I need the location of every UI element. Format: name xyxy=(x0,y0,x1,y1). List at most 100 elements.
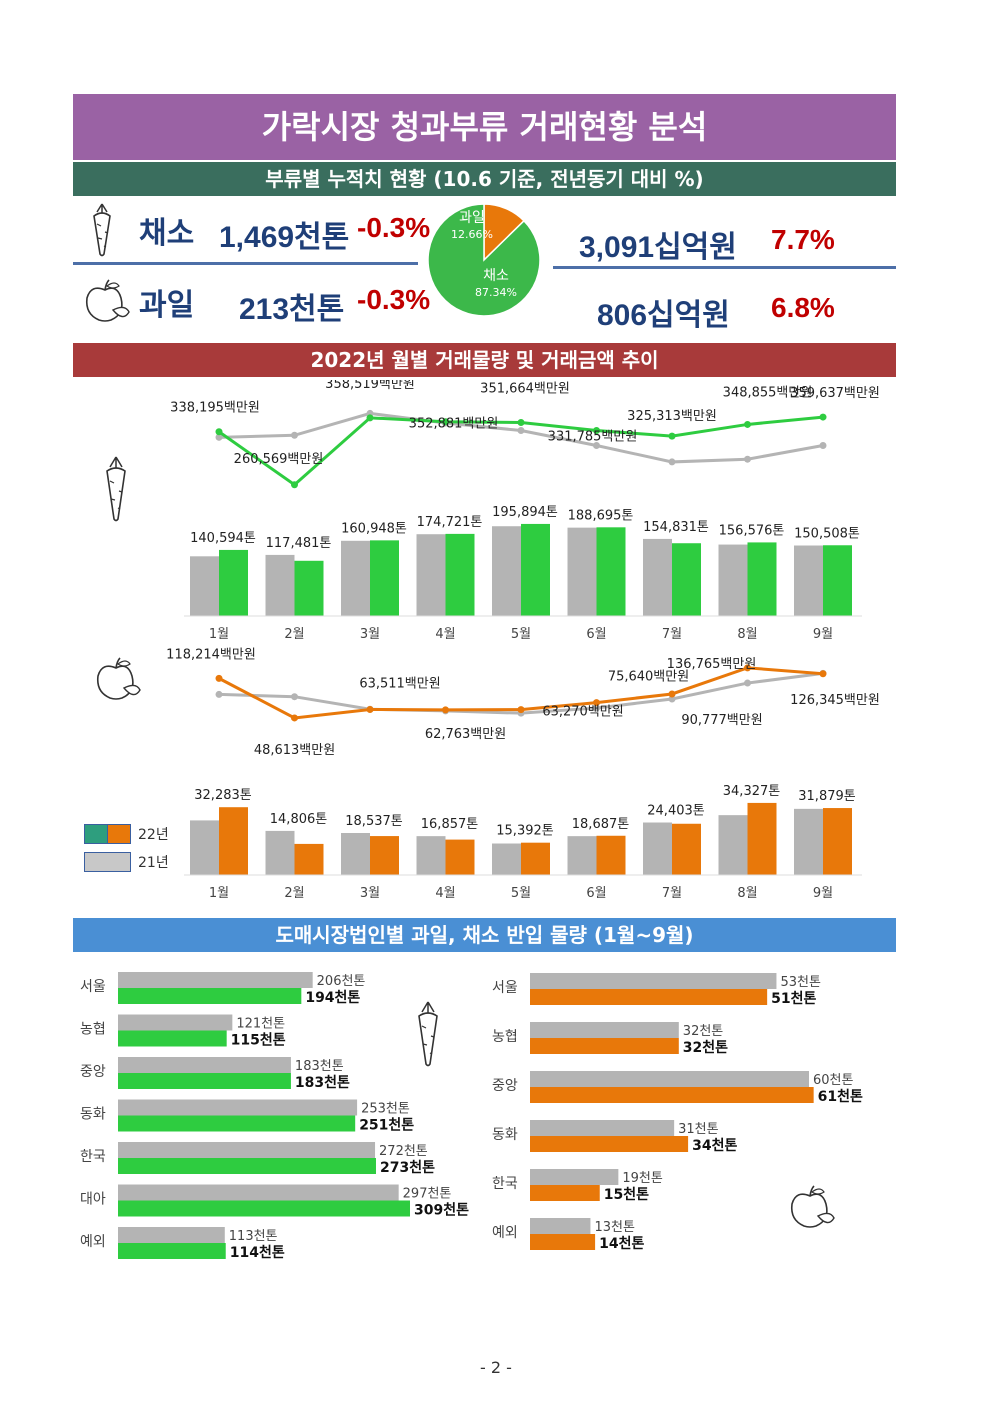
veg-market-label-prev: 206천톤 xyxy=(317,974,366,989)
fruit-market-label-prev: 19천톤 xyxy=(622,1171,663,1186)
veg-market-label-cur: 183천톤 xyxy=(295,1075,350,1091)
fruit-amount-point-cur xyxy=(668,690,676,698)
summary-panel: 채소 1,469천톤 -0.3% 과일 213천톤 -0.3% 3,091십억원… xyxy=(73,198,896,338)
fruit-volume-bar-label: 16,857톤 xyxy=(421,817,478,832)
fruit-label: 과일 xyxy=(139,289,195,322)
legend: 22년 21년 xyxy=(84,824,174,876)
veg-market-bar-cur xyxy=(118,1243,226,1259)
fruit-market-bar-cur xyxy=(530,1087,814,1103)
fruit-amount-point-prev xyxy=(291,693,298,701)
veg-volume-bar-label: 154,831톤 xyxy=(643,520,709,535)
fruit-amount-point-cur xyxy=(517,706,525,714)
veg-market-bar-prev xyxy=(118,1227,225,1243)
veg-volume-x-tick: 1월 xyxy=(209,627,229,642)
page-title: 가락시장 청과부류 거래현황 분석 xyxy=(73,94,896,160)
veg-amount-point-cur xyxy=(517,419,525,427)
monthly-charts: 338,195백만원 260,569백만원 358,519백만원 352,881백만원… xyxy=(166,380,880,901)
veg-volume-bar-prev xyxy=(265,554,295,616)
veg-market-bar-prev xyxy=(118,1099,358,1116)
pie-value-fruit: 12.66% xyxy=(451,228,493,241)
veg-market-label-cur: 115천톤 xyxy=(231,1033,286,1049)
fruit-market-label-cur: 14천톤 xyxy=(599,1236,644,1252)
veg-amount-data-label: 352,881백만원 xyxy=(409,417,499,432)
fruit-volume-bar-label: 18,687톤 xyxy=(572,817,629,832)
fruit-market-label-cur: 34천톤 xyxy=(692,1138,737,1154)
fruit-volume-bar-cur xyxy=(445,839,475,875)
veg-volume-bar-prev xyxy=(190,556,219,616)
apple-icon xyxy=(790,1185,835,1228)
apple-icon xyxy=(96,657,141,700)
veg-market-label-prev: 183천톤 xyxy=(295,1059,344,1074)
fruit-volume-bar-prev xyxy=(190,820,219,875)
fruit-market-label-prev: 31천톤 xyxy=(678,1122,719,1137)
fruit-volume-bar-label: 31,879톤 xyxy=(798,789,855,804)
fruit-amount-data-label: 63,270백만원 xyxy=(542,705,623,720)
legend-cur-label: 22년 xyxy=(138,827,169,843)
veg-market-category: 한국 xyxy=(80,1149,106,1165)
fruit-amount-point-cur xyxy=(819,670,827,678)
fruit-market-bar-cur xyxy=(530,1185,600,1201)
pie-label-fruit: 과일 xyxy=(459,210,485,226)
fruit-volume-bar-cur xyxy=(596,835,626,875)
veg-volume-bar-label: 195,894톤 xyxy=(492,505,558,520)
fruit-amount-point-cur xyxy=(291,714,298,722)
veg-market-label-prev: 297천톤 xyxy=(403,1187,452,1202)
veg-market-bar-cur xyxy=(118,1073,291,1089)
fruit-amount-point-prev xyxy=(668,695,676,703)
veg-amount-point-cur xyxy=(744,420,751,428)
fruit-volume-x-tick: 1월 xyxy=(209,886,229,901)
fruit-volume-change: -0.3% xyxy=(357,284,431,315)
fruit-volume-bar-prev xyxy=(718,815,748,875)
veg-amount-point-cur xyxy=(593,427,600,434)
veg-market-label-prev: 113천톤 xyxy=(229,1229,278,1244)
veg-amount-data-label: 325,313백만원 xyxy=(627,409,717,424)
veg-amount-data-label: 351,664백만원 xyxy=(480,382,570,397)
fruit-amount-point-prev xyxy=(593,704,600,712)
fruit-market-bar-prev xyxy=(530,1071,809,1087)
veg-volume-bar-prev xyxy=(643,538,672,616)
fruit-market-label-cur: 15천톤 xyxy=(604,1187,649,1203)
veg-amount-point-cur xyxy=(819,413,827,421)
fruit-market-label-cur: 61천톤 xyxy=(818,1089,863,1105)
fruit-market-bar-cur xyxy=(530,989,768,1005)
fruit-volume-bar-cur xyxy=(294,843,324,875)
fruit-market-label-cur: 51천톤 xyxy=(771,991,816,1007)
veg-market-label-cur: 194천톤 xyxy=(305,990,360,1006)
fruit-amount-change: 6.8% xyxy=(771,292,835,323)
veg-market-label-cur: 114천톤 xyxy=(230,1245,285,1261)
veg-volume-bar-prev xyxy=(718,544,748,616)
veg-volume-bar-prev xyxy=(492,526,521,616)
fruit-volume-bar-prev xyxy=(265,830,295,875)
veg-amount-data-label: 359,637백만원 xyxy=(790,386,880,401)
veg-market-bar-prev xyxy=(118,1014,233,1031)
veg-volume-bar-cur xyxy=(219,549,248,616)
fruit-volume-bar-prev xyxy=(643,822,672,875)
fruit-amount-data-label: 118,214백만원 xyxy=(166,647,256,662)
veg-volume-bar-cur xyxy=(747,542,777,616)
veg-market-category: 농협 xyxy=(80,1022,106,1038)
apple-icon xyxy=(85,279,130,322)
fruit-volume-x-tick: 5월 xyxy=(511,886,531,901)
veg-volume-x-tick: 9월 xyxy=(813,627,833,642)
fruit-market-label-prev: 60천톤 xyxy=(813,1073,854,1088)
legend-swatch-prev xyxy=(84,852,131,872)
veg-market-category: 동화 xyxy=(80,1107,106,1123)
veg-amount-point-cur xyxy=(442,418,449,426)
veg-market-label-prev: 253천톤 xyxy=(361,1102,410,1117)
fruit-volume: 213천톤 xyxy=(239,293,345,326)
veg-volume-bar-label: 150,508톤 xyxy=(794,526,860,541)
fruit-volume-x-tick: 8월 xyxy=(737,886,757,901)
veg-volume-bar-cur xyxy=(596,527,626,616)
fruit-volume-bar-cur xyxy=(823,808,852,875)
veg-amount-data-label: 348,855백만원 xyxy=(723,385,813,400)
fruit-volume-bar-cur xyxy=(370,836,399,875)
fruit-market-category: 동화 xyxy=(492,1127,518,1143)
veg-volume-bar-label: 156,576톤 xyxy=(719,523,785,538)
veg-amount-point-prev xyxy=(593,442,600,450)
veg-volume-bar-cur xyxy=(521,523,550,616)
fruit-market-bar-cur xyxy=(530,1038,679,1054)
fruit-amount-point-cur xyxy=(442,706,449,714)
fruit-amount-point-cur xyxy=(593,699,600,707)
fruit-amount-data-label: 75,640백만원 xyxy=(608,670,689,685)
fruit-market-label-prev: 13천톤 xyxy=(594,1220,635,1235)
